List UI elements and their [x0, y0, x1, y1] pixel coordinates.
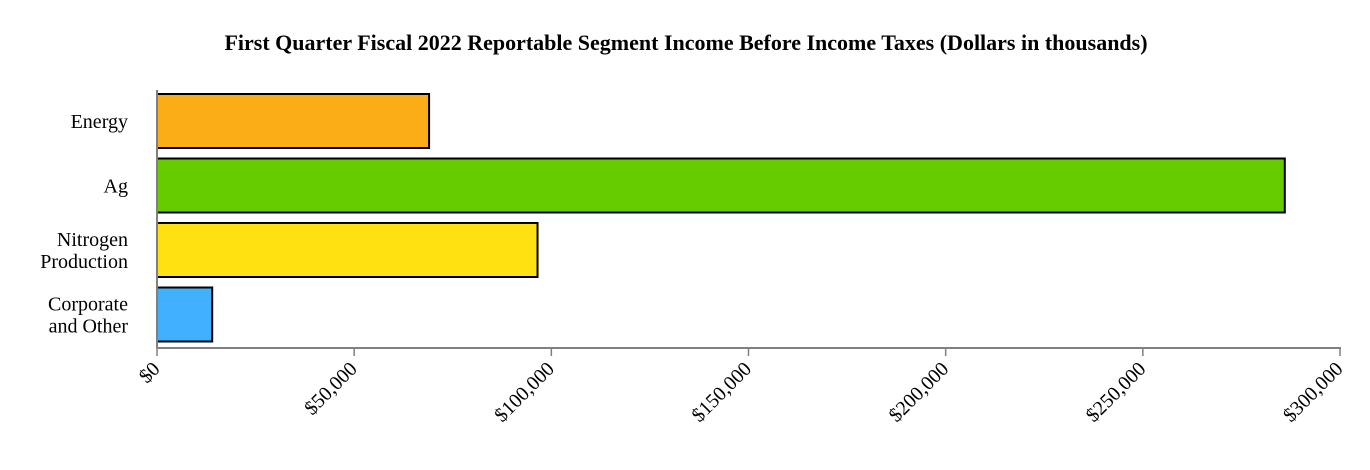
- x-axis: $0 $50,000 $100,000 $150,000 $200,000 $250,00…: [135, 347, 1348, 427]
- category-label: Nitrogen Production: [40, 229, 128, 273]
- x-tick-label: $0: [135, 358, 165, 388]
- bar-ag: [156, 157, 1286, 214]
- bar-energy: [156, 93, 431, 149]
- category-label: Ag: [104, 176, 128, 198]
- x-tick-label: $300,000: [1279, 358, 1348, 427]
- x-tick-label: $50,000: [300, 358, 362, 420]
- bars-group: [156, 93, 1286, 343]
- x-tick-label: $250,000: [1082, 358, 1151, 427]
- chart-title: First Quarter Fiscal 2022 Reportable Seg…: [224, 30, 1147, 55]
- category-label: Energy: [71, 111, 128, 133]
- category-labels: Energy Ag Nitrogen Production Corporate and O…: [40, 111, 128, 338]
- x-tick-label: $200,000: [885, 358, 954, 427]
- category-label: Corporate and Other: [48, 294, 128, 338]
- x-tick-label: $150,000: [687, 358, 756, 427]
- bar-corporate-and-other: [156, 286, 214, 343]
- x-tick-label: $100,000: [490, 358, 559, 427]
- bar-nitrogen-production: [156, 222, 539, 278]
